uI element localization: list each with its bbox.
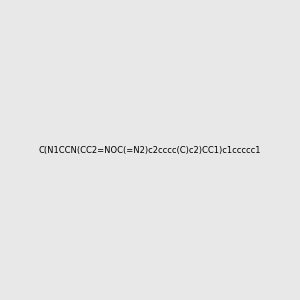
Text: C(N1CCN(CC2=NOC(=N2)c2cccc(C)c2)CC1)c1ccccc1: C(N1CCN(CC2=NOC(=N2)c2cccc(C)c2)CC1)c1cc… xyxy=(39,146,261,154)
